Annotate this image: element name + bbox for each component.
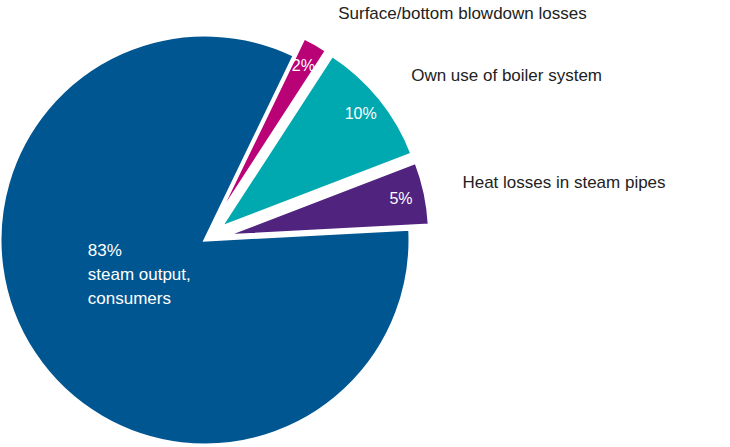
svg-text:Surface/bottom blowdown losses: Surface/bottom blowdown losses <box>338 4 587 23</box>
svg-text:10%: 10% <box>345 105 377 122</box>
svg-text:2%: 2% <box>292 57 315 74</box>
svg-text:consumers: consumers <box>88 289 171 308</box>
svg-text:Heat losses in steam pipes: Heat losses in steam pipes <box>462 173 665 192</box>
svg-text:5%: 5% <box>389 190 412 207</box>
svg-text:83%: 83% <box>88 241 122 260</box>
svg-text:steam output,: steam output, <box>88 265 191 284</box>
svg-text:Own use of boiler system: Own use of boiler system <box>411 66 602 85</box>
